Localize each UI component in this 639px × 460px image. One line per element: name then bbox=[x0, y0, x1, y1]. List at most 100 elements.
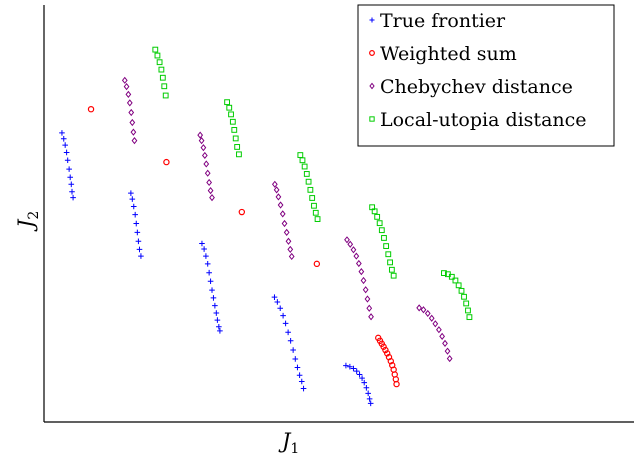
data-point-chebychev-distance bbox=[201, 151, 208, 160]
data-marks bbox=[59, 46, 473, 407]
data-point-weighted-sum bbox=[163, 158, 170, 166]
data-point-chebychev-distance bbox=[366, 304, 373, 312]
data-point-true-frontier bbox=[294, 364, 301, 371]
data-point-local-utopia-distance bbox=[312, 209, 319, 216]
legend-marker-local-utopia-distance bbox=[369, 116, 375, 122]
data-point-local-utopia-distance bbox=[374, 213, 381, 220]
data-point-true-frontier bbox=[66, 166, 72, 172]
data-point-local-utopia-distance bbox=[297, 152, 304, 158]
data-point-chebychev-distance bbox=[275, 193, 282, 201]
data-point-local-utopia-distance bbox=[159, 74, 166, 81]
data-point-chebychev-distance bbox=[126, 99, 133, 107]
data-point-true-frontier bbox=[271, 294, 278, 300]
data-point-true-frontier bbox=[63, 149, 70, 156]
data-point-weighted-sum bbox=[238, 208, 246, 216]
data-point-local-utopia-distance bbox=[231, 127, 238, 133]
data-point-chebychev-distance bbox=[281, 219, 288, 228]
data-point-local-utopia-distance bbox=[465, 307, 471, 314]
data-point-chebychev-distance bbox=[125, 90, 132, 98]
data-point-chebychev-distance bbox=[271, 180, 278, 188]
data-point-true-frontier bbox=[135, 238, 142, 245]
data-point-chebychev-distance bbox=[128, 108, 135, 117]
data-point-local-utopia-distance bbox=[309, 195, 316, 201]
data-point-chebychev-distance bbox=[209, 194, 215, 202]
data-point-chebychev-distance bbox=[123, 83, 130, 91]
data-point-chebychev-distance bbox=[424, 309, 431, 318]
data-point-true-frontier bbox=[298, 378, 305, 385]
data-point-chebychev-distance bbox=[350, 246, 357, 254]
data-point-local-utopia-distance bbox=[236, 151, 242, 158]
data-point-weighted-sum bbox=[87, 105, 95, 113]
data-point-local-utopia-distance bbox=[311, 202, 317, 209]
legend: True frontier Weighted sum Chebychev dista… bbox=[357, 4, 615, 147]
data-point-local-utopia-distance bbox=[303, 171, 310, 177]
data-point-true-frontier bbox=[277, 305, 284, 312]
data-point-local-utopia-distance bbox=[307, 186, 314, 193]
data-point-true-frontier bbox=[213, 310, 220, 316]
data-point-chebychev-distance bbox=[355, 259, 362, 268]
data-point-chebychev-distance bbox=[416, 304, 423, 312]
data-point-chebychev-distance bbox=[197, 131, 204, 139]
data-point-true-frontier bbox=[134, 229, 141, 236]
data-point-chebychev-distance bbox=[279, 210, 286, 218]
data-point-true-frontier bbox=[138, 253, 144, 259]
data-point-true-frontier bbox=[68, 181, 75, 188]
data-point-chebychev-distance bbox=[347, 240, 354, 248]
data-point-local-utopia-distance bbox=[385, 251, 392, 258]
data-point-weighted-sum bbox=[387, 357, 394, 365]
legend-marker-chebychev-distance bbox=[369, 82, 375, 90]
legend-box bbox=[357, 4, 615, 147]
data-point-true-frontier bbox=[282, 320, 289, 327]
data-point-local-utopia-distance bbox=[229, 118, 236, 125]
data-point-true-frontier bbox=[347, 363, 353, 370]
data-point-true-frontier bbox=[343, 362, 349, 369]
data-point-local-utopia-distance bbox=[305, 178, 312, 185]
legend-label-weighted-sum: Weighted sum bbox=[380, 43, 517, 65]
data-point-true-frontier bbox=[212, 302, 218, 309]
data-point-true-frontier bbox=[136, 246, 143, 253]
data-point-true-frontier bbox=[361, 379, 368, 386]
x-axis-label: J1 bbox=[278, 429, 299, 457]
axes bbox=[43, 5, 634, 423]
data-point-local-utopia-distance bbox=[461, 293, 467, 300]
y-axis-label: J2 bbox=[14, 211, 42, 232]
data-point-chebychev-distance bbox=[277, 201, 284, 209]
data-point-local-utopia-distance bbox=[299, 157, 306, 164]
data-point-local-utopia-distance bbox=[463, 300, 470, 307]
data-point-true-frontier bbox=[69, 188, 75, 195]
data-point-local-utopia-distance bbox=[452, 277, 459, 284]
data-point-local-utopia-distance bbox=[455, 282, 462, 289]
data-point-local-utopia-distance bbox=[381, 235, 387, 241]
data-point-local-utopia-distance bbox=[226, 104, 233, 111]
data-point-chebychev-distance bbox=[362, 286, 369, 294]
data-point-chebychev-distance bbox=[364, 295, 371, 303]
data-point-local-utopia-distance bbox=[383, 243, 390, 249]
series-true-frontier bbox=[59, 130, 374, 407]
data-point-local-utopia-distance bbox=[156, 59, 163, 66]
series-chebychev-distance bbox=[121, 76, 453, 363]
data-point-local-utopia-distance bbox=[371, 208, 378, 215]
data-point-true-frontier bbox=[59, 130, 65, 136]
data-point-true-frontier bbox=[290, 347, 296, 353]
legend-label-true-frontier: True frontier bbox=[380, 10, 506, 32]
data-point-chebychev-distance bbox=[344, 236, 350, 244]
data-point-local-utopia-distance bbox=[390, 272, 397, 279]
data-point-weighted-sum bbox=[380, 343, 387, 350]
data-point-true-frontier bbox=[64, 157, 71, 164]
data-point-local-utopia-distance bbox=[314, 216, 321, 222]
data-point-local-utopia-distance bbox=[154, 52, 161, 59]
data-point-true-frontier bbox=[367, 400, 374, 407]
data-point-true-frontier bbox=[356, 371, 363, 378]
data-point-chebychev-distance bbox=[436, 326, 442, 334]
data-point-local-utopia-distance bbox=[152, 46, 159, 53]
data-point-local-utopia-distance bbox=[387, 259, 393, 266]
data-point-true-frontier bbox=[287, 338, 294, 344]
data-point-true-frontier bbox=[129, 196, 136, 202]
data-point-local-utopia-distance bbox=[458, 287, 465, 294]
data-point-local-utopia-distance bbox=[376, 220, 383, 227]
data-point-true-frontier bbox=[217, 328, 223, 334]
legend-marker-true-frontier bbox=[369, 17, 375, 23]
data-point-weighted-sum bbox=[313, 260, 321, 268]
data-point-chebychev-distance bbox=[287, 245, 294, 254]
data-point-local-utopia-distance bbox=[232, 135, 239, 142]
